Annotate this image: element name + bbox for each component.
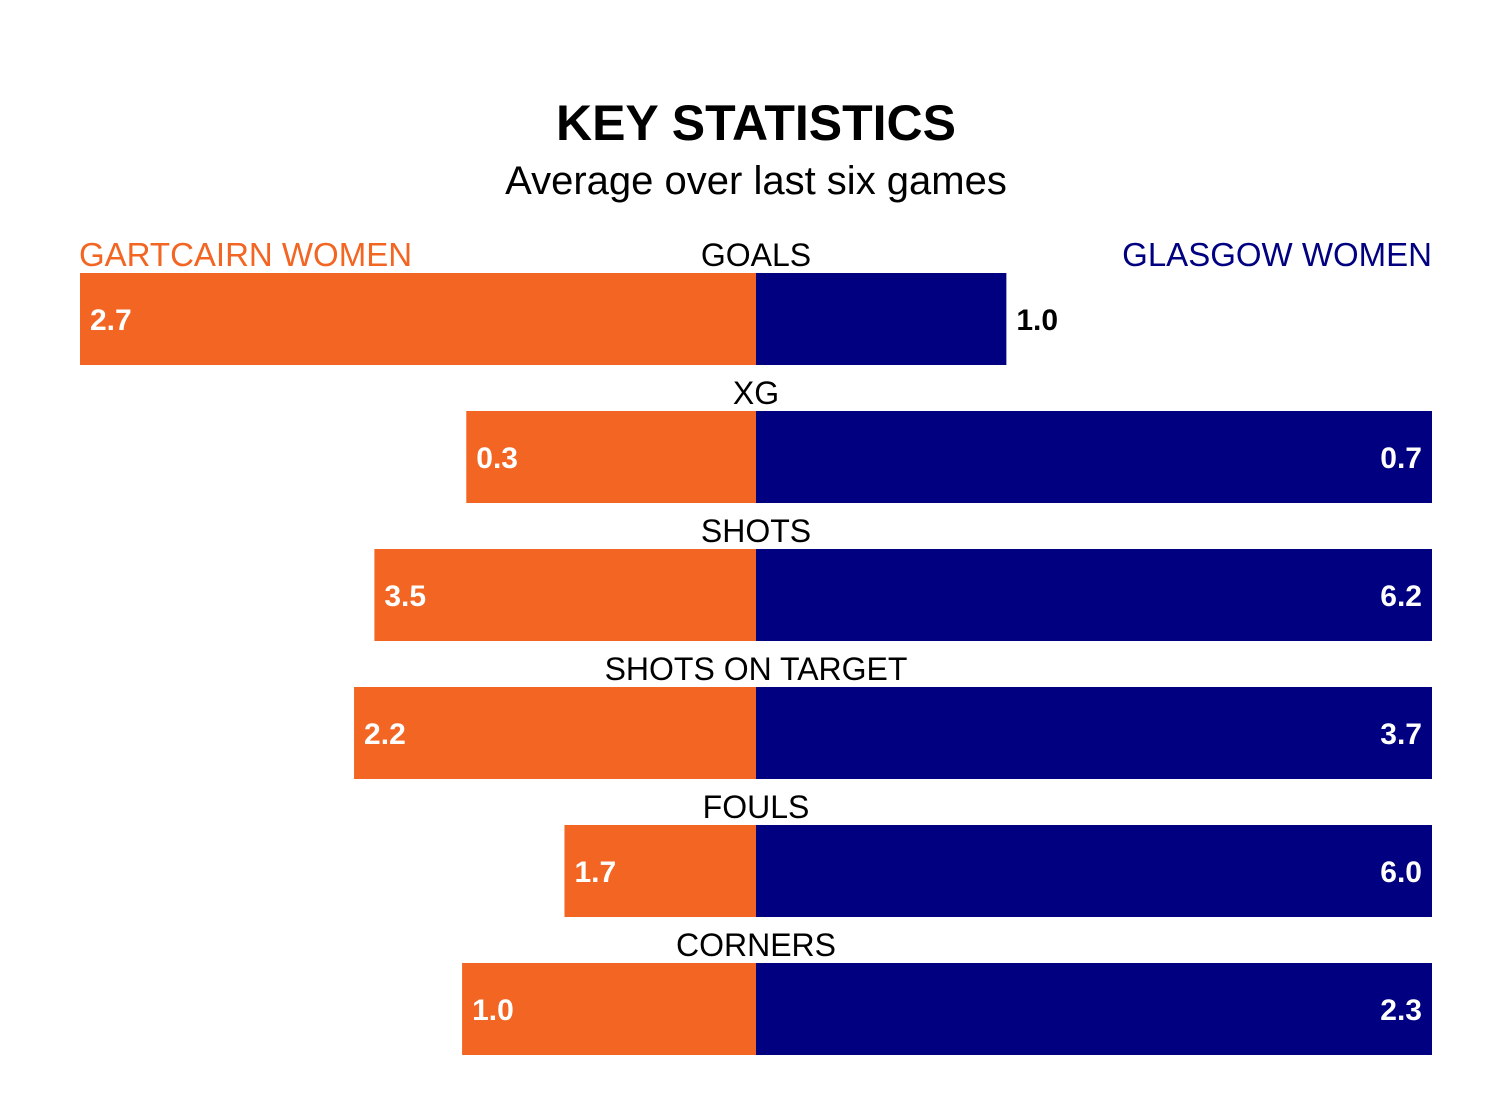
home-bar xyxy=(564,825,756,917)
home-bar xyxy=(462,963,756,1055)
home-bar xyxy=(80,273,756,365)
home-value-label: 3.5 xyxy=(384,580,426,613)
away-bar xyxy=(756,549,1432,641)
legend-away-team: GLASGOW WOMEN xyxy=(1122,236,1432,273)
stat-row: XG 0.3 0.7 xyxy=(466,375,1432,503)
home-bar xyxy=(354,687,756,779)
away-bar xyxy=(756,825,1432,917)
stat-row: FOULS 1.7 6.0 xyxy=(564,789,1432,917)
stat-category-label: XG xyxy=(733,375,779,411)
away-bar xyxy=(756,687,1432,779)
stat-row: GOALS 2.7 1.0 xyxy=(80,237,1058,365)
home-value-label: 2.7 xyxy=(90,304,132,337)
away-bar xyxy=(756,273,1007,365)
away-value-label: 3.7 xyxy=(1380,718,1422,751)
away-bar xyxy=(756,411,1432,503)
away-value-label: 1.0 xyxy=(1016,304,1058,337)
stat-row: CORNERS 1.0 2.3 xyxy=(462,927,1432,1055)
home-value-label: 1.7 xyxy=(574,856,616,889)
home-bar xyxy=(374,549,756,641)
stat-category-label: FOULS xyxy=(703,789,810,825)
away-value-label: 2.3 xyxy=(1380,994,1422,1027)
chart-rows: GOALS 2.7 1.0 XG 0.3 0.7 SHOTS 3.5 6.2 SHOTS ON T… xyxy=(80,237,1432,1055)
chart-subtitle: Average over last six games xyxy=(505,159,1007,203)
away-value-label: 6.2 xyxy=(1380,580,1422,613)
away-value-label: 6.0 xyxy=(1380,856,1422,889)
home-value-label: 1.0 xyxy=(472,994,514,1027)
home-value-label: 2.2 xyxy=(364,718,406,751)
chart-title: KEY STATISTICS xyxy=(556,95,956,151)
stat-row: SHOTS ON TARGET 2.2 3.7 xyxy=(354,651,1432,779)
stat-category-label: CORNERS xyxy=(676,927,836,963)
home-value-label: 0.3 xyxy=(476,442,518,475)
stat-row: SHOTS 3.5 6.2 xyxy=(374,513,1432,641)
legend-home-team: GARTCAIRN WOMEN xyxy=(79,236,412,273)
stat-category-label: GOALS xyxy=(701,237,811,273)
home-bar xyxy=(466,411,756,503)
away-bar xyxy=(756,963,1432,1055)
stat-category-label: SHOTS xyxy=(701,513,811,549)
away-value-label: 0.7 xyxy=(1380,442,1422,475)
stat-category-label: SHOTS ON TARGET xyxy=(605,651,908,687)
